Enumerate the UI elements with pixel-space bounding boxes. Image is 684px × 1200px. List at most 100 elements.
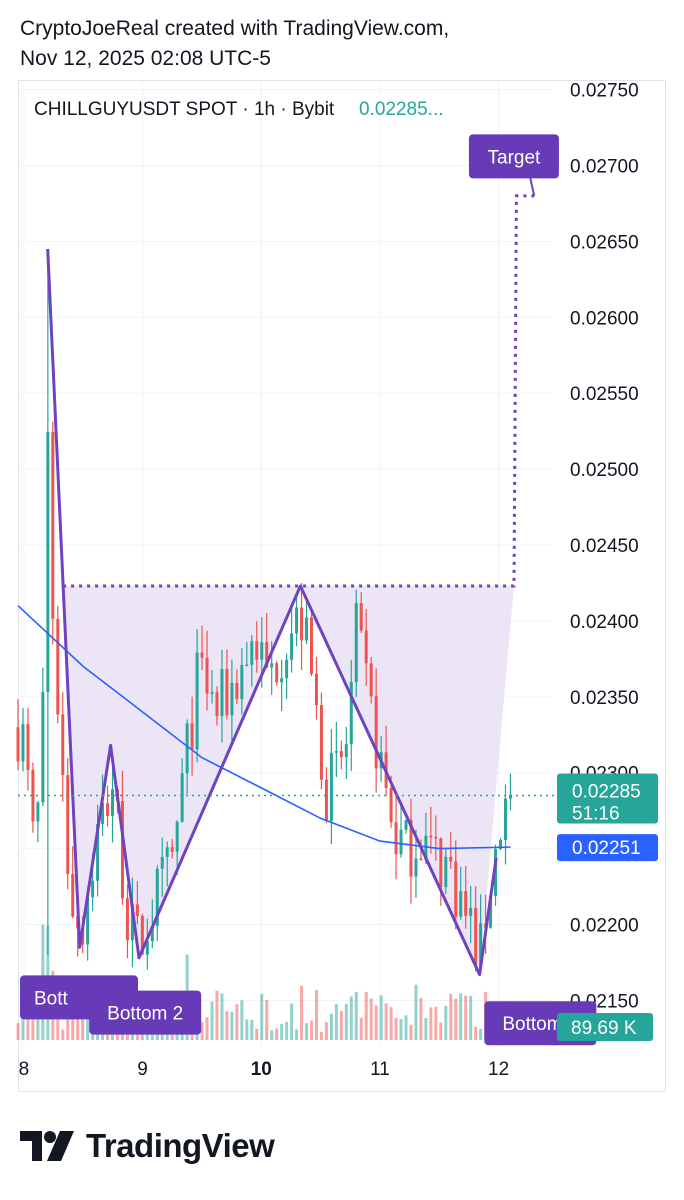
volume-bar-9 — [61, 1029, 65, 1040]
price-tick-7: 0.02500 — [570, 460, 639, 481]
candle-body-85 — [439, 838, 443, 888]
candle-body-64 — [334, 751, 338, 753]
volume-bar-72 — [374, 1005, 378, 1040]
candle-body-11 — [71, 873, 75, 917]
volume-bar-59 — [309, 1020, 313, 1040]
last-price-value: 0.02285 — [572, 782, 641, 803]
volume-bar-39 — [210, 1001, 214, 1040]
volume-bar-74 — [384, 1003, 388, 1040]
candle-body-7 — [51, 431, 55, 619]
candle-body-29 — [160, 856, 164, 869]
candle-body-68 — [354, 603, 358, 683]
time-tick-0: 8 — [19, 1059, 30, 1080]
price-tick-10: 0.02650 — [570, 232, 639, 253]
candle-body-39 — [210, 692, 214, 694]
volume-bar-71 — [369, 998, 373, 1040]
volume-bar-61 — [319, 1031, 323, 1040]
price-axis: 0.021500.022000.022500.023000.023500.024… — [570, 81, 639, 1013]
volume-bar-85 — [439, 1022, 443, 1040]
candle-body-45 — [240, 665, 244, 700]
label-box-2 — [89, 990, 202, 1035]
candle-body-93 — [479, 923, 483, 967]
volume-bar-29 — [160, 1031, 164, 1040]
volume-bar-55 — [290, 1003, 294, 1040]
candle-body-35 — [190, 723, 194, 750]
candle-body-77 — [399, 829, 403, 855]
volume-bar-88 — [454, 998, 458, 1040]
candle-body-76 — [394, 822, 398, 855]
volume-bar-89 — [459, 993, 463, 1040]
candle-body-82 — [424, 835, 428, 861]
volume-bar-92 — [474, 1026, 478, 1040]
label-text-1: Bott — [34, 988, 69, 1009]
candle-body-10 — [66, 775, 70, 874]
candle-body-88 — [454, 861, 458, 917]
candle-body-43 — [230, 682, 234, 716]
label-text-2: Bottom 2 — [107, 1004, 183, 1025]
volume-bar-52 — [275, 1028, 279, 1040]
price-tick-1: 0.02200 — [570, 916, 639, 937]
volume-bar-82 — [424, 1018, 428, 1040]
candle-body-33 — [180, 773, 184, 822]
price-tick-9: 0.02600 — [570, 308, 639, 329]
candle-body-36 — [195, 652, 199, 750]
time-tick-3: 11 — [370, 1059, 390, 1080]
volume-bar-64 — [334, 1004, 338, 1040]
legend-symbol: CHILLGUYUSDT SPOT · 1h · Bybit — [34, 99, 335, 120]
volume-bar-84 — [434, 1006, 438, 1040]
time-tick-4: 12 — [488, 1059, 509, 1080]
candle-body-69 — [359, 603, 363, 631]
volume-bar-37 — [200, 1022, 204, 1040]
volume-bar-4 — [36, 1012, 40, 1040]
volume-bar-86 — [444, 1005, 448, 1040]
candle-body-56 — [295, 607, 299, 634]
candle-body-50 — [265, 642, 269, 668]
candle-body-86 — [444, 856, 448, 888]
volume-bar-65 — [339, 1011, 343, 1040]
candle-body-92 — [474, 907, 478, 967]
candle-body-1 — [21, 724, 25, 762]
candle-body-23 — [130, 904, 134, 941]
candle-body-4 — [36, 802, 40, 822]
candle-body-54 — [285, 659, 289, 679]
tradingview-logo: TradingView — [20, 1124, 275, 1168]
candle-body-21 — [120, 801, 124, 899]
candle-body-47 — [250, 641, 254, 665]
chart-frame — [18, 80, 666, 1092]
candle-body-15 — [91, 880, 95, 898]
candle-body-78 — [404, 819, 408, 830]
candle-body-37 — [200, 652, 204, 658]
candle-body-52 — [275, 663, 279, 683]
candle-body-25 — [140, 915, 144, 955]
candle-body-55 — [290, 633, 294, 660]
time-tick-2: 10 — [251, 1059, 272, 1080]
volume-bar-56 — [295, 1029, 299, 1040]
candle-body-32 — [175, 821, 179, 852]
volume-bar-13 — [81, 1016, 85, 1040]
candle-body-44 — [235, 682, 239, 700]
pattern-zigzag — [46, 248, 498, 977]
volume-bar-0 — [16, 1023, 20, 1040]
candle-body-71 — [369, 663, 373, 697]
candle-body-40 — [215, 692, 219, 717]
volume-bar-14 — [86, 1006, 90, 1040]
candle-body-90 — [464, 891, 468, 916]
volume-bar-68 — [354, 991, 358, 1040]
volume-bar-60 — [314, 990, 318, 1040]
pattern-zone — [63, 586, 514, 975]
candle-body-97 — [499, 839, 503, 849]
candle-body-81 — [419, 858, 423, 861]
candle-body-66 — [344, 744, 348, 758]
candle-body-2 — [26, 724, 30, 770]
volume-bar-62 — [324, 1022, 328, 1040]
candle-body-51 — [270, 663, 274, 668]
volume-bar-75 — [389, 1007, 393, 1040]
price-tick-12: 0.02750 — [570, 81, 639, 102]
candle-body-53 — [280, 678, 284, 683]
candle-body-84 — [434, 836, 438, 839]
volume-bar-41 — [220, 993, 224, 1040]
volume-bar-53 — [280, 1023, 284, 1040]
volume-badge-value: 89.69 K — [571, 1018, 637, 1039]
